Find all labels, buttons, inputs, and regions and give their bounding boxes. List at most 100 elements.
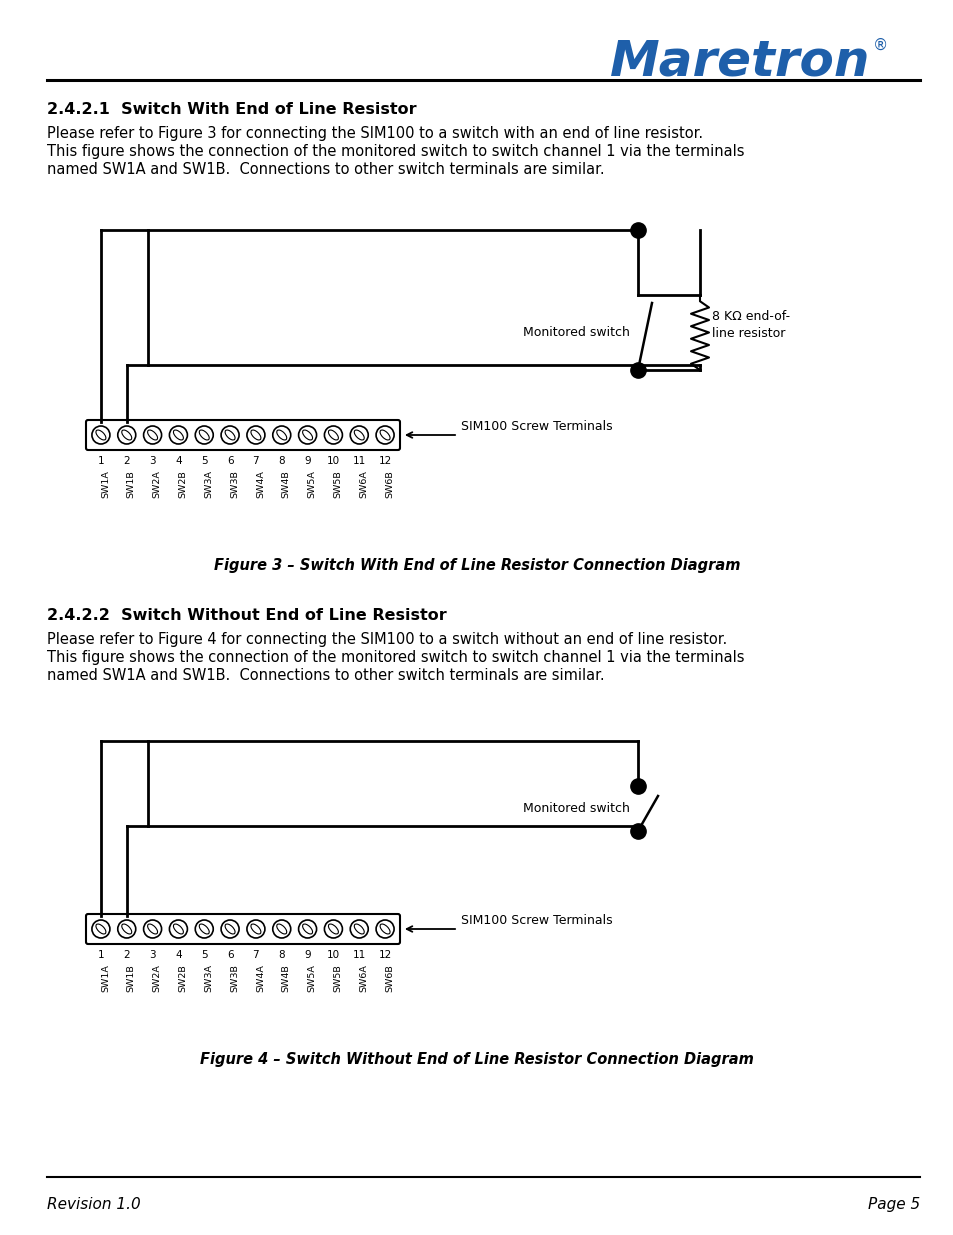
Ellipse shape [173,924,183,934]
Ellipse shape [225,924,234,934]
Text: 8: 8 [278,456,285,466]
Text: SIM100 Screw Terminals: SIM100 Screw Terminals [460,914,612,927]
Ellipse shape [276,430,287,440]
Text: 10: 10 [327,950,339,960]
Text: SW6A: SW6A [359,471,368,498]
Text: SW5B: SW5B [333,471,342,498]
Circle shape [91,426,110,445]
Circle shape [324,426,342,445]
Ellipse shape [148,430,157,440]
Ellipse shape [251,430,260,440]
Text: SW4A: SW4A [255,471,265,498]
Text: 12: 12 [378,456,392,466]
Text: 9: 9 [304,456,311,466]
Text: 7: 7 [253,456,259,466]
Ellipse shape [276,924,287,934]
Text: This figure shows the connection of the monitored switch to switch channel 1 via: This figure shows the connection of the … [47,144,743,159]
Circle shape [221,426,239,445]
Ellipse shape [96,924,106,934]
Circle shape [117,920,135,939]
Text: 5: 5 [201,456,208,466]
Text: SW3A: SW3A [204,471,213,498]
Text: SW1B: SW1B [127,471,135,498]
Text: 2: 2 [123,950,130,960]
Text: SW5B: SW5B [333,965,342,992]
Text: SW1A: SW1A [101,471,110,498]
Text: 11: 11 [353,950,366,960]
Ellipse shape [302,924,313,934]
Text: Page 5: Page 5 [867,1197,919,1212]
Circle shape [324,920,342,939]
Text: SW1B: SW1B [127,965,135,992]
Text: Monitored switch: Monitored switch [522,802,629,815]
Text: 11: 11 [353,456,366,466]
Text: 2.4.2.2  Switch Without End of Line Resistor: 2.4.2.2 Switch Without End of Line Resis… [47,608,446,622]
Text: 9: 9 [304,950,311,960]
Text: SW6B: SW6B [385,471,394,498]
Text: 8: 8 [278,950,285,960]
Text: Maretron: Maretron [609,38,869,86]
Ellipse shape [199,430,209,440]
Circle shape [350,426,368,445]
Text: SW4B: SW4B [281,965,291,992]
Circle shape [375,920,394,939]
Text: SW6A: SW6A [359,965,368,992]
Text: named SW1A and SW1B.  Connections to other switch terminals are similar.: named SW1A and SW1B. Connections to othe… [47,668,604,683]
Text: SW2A: SW2A [152,965,161,992]
Circle shape [375,426,394,445]
Circle shape [91,920,110,939]
Text: 3: 3 [149,456,155,466]
Text: 2.4.2.1  Switch With End of Line Resistor: 2.4.2.1 Switch With End of Line Resistor [47,103,416,117]
Ellipse shape [122,924,132,934]
Text: SIM100 Screw Terminals: SIM100 Screw Terminals [460,420,612,433]
Ellipse shape [251,924,260,934]
Text: SW5A: SW5A [307,965,316,992]
Text: SW3A: SW3A [204,965,213,992]
Ellipse shape [302,430,313,440]
Text: ®: ® [872,38,887,53]
Text: Figure 3 – Switch With End of Line Resistor Connection Diagram: Figure 3 – Switch With End of Line Resis… [213,558,740,573]
Text: 6: 6 [227,456,233,466]
Circle shape [298,920,316,939]
Ellipse shape [328,430,338,440]
Text: line resistor: line resistor [711,327,784,340]
Circle shape [247,920,265,939]
Circle shape [273,920,291,939]
Circle shape [144,426,161,445]
Text: 10: 10 [327,456,339,466]
Text: SW2B: SW2B [178,965,187,992]
Text: 7: 7 [253,950,259,960]
Text: SW6B: SW6B [385,965,394,992]
Ellipse shape [199,924,209,934]
Circle shape [221,920,239,939]
Circle shape [117,426,135,445]
Text: SW1A: SW1A [101,965,110,992]
Circle shape [298,426,316,445]
Ellipse shape [225,430,234,440]
Text: Please refer to Figure 4 for connecting the SIM100 to a switch without an end of: Please refer to Figure 4 for connecting … [47,632,726,647]
Ellipse shape [354,430,364,440]
Text: SW3B: SW3B [230,965,239,992]
Text: 1: 1 [97,950,104,960]
Text: This figure shows the connection of the monitored switch to switch channel 1 via: This figure shows the connection of the … [47,650,743,664]
Text: SW3B: SW3B [230,471,239,498]
Text: 4: 4 [175,950,181,960]
Circle shape [247,426,265,445]
Text: Figure 4 – Switch Without End of Line Resistor Connection Diagram: Figure 4 – Switch Without End of Line Re… [200,1052,753,1067]
Circle shape [170,426,187,445]
Text: Revision 1.0: Revision 1.0 [47,1197,141,1212]
Circle shape [195,920,213,939]
Text: SW2B: SW2B [178,471,187,498]
Text: SW4A: SW4A [255,965,265,992]
Text: Monitored switch: Monitored switch [522,326,629,338]
Text: Please refer to Figure 3 for connecting the SIM100 to a switch with an end of li: Please refer to Figure 3 for connecting … [47,126,702,141]
Text: SW2A: SW2A [152,471,161,498]
Text: SW5A: SW5A [307,471,316,498]
Text: 6: 6 [227,950,233,960]
Circle shape [195,426,213,445]
Ellipse shape [173,430,183,440]
Text: 8 KΩ end-of-: 8 KΩ end-of- [711,310,789,324]
Ellipse shape [96,430,106,440]
Ellipse shape [148,924,157,934]
FancyBboxPatch shape [86,420,399,450]
